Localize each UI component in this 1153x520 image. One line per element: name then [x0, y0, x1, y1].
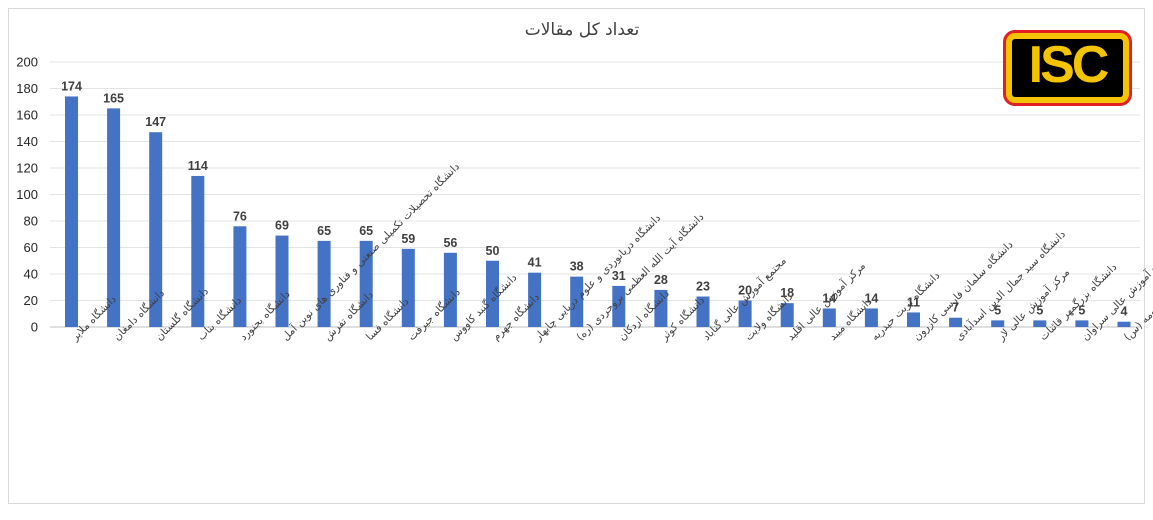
data-label: 56 [443, 236, 457, 250]
data-label: 50 [486, 244, 500, 258]
bar [949, 317, 963, 327]
bar [907, 312, 920, 327]
data-label: 76 [233, 209, 247, 223]
bar [401, 248, 415, 327]
data-label: 174 [61, 79, 82, 93]
data-label: 147 [145, 115, 166, 129]
y-axis-ticks: 0 20 40 60 80 100 120 140 160 180 200 [16, 55, 38, 335]
bar [191, 175, 205, 327]
bar [991, 320, 1005, 327]
data-label: 14 [864, 291, 878, 305]
data-label: 165 [103, 91, 124, 105]
data-label: 38 [570, 260, 584, 274]
data-label: 14 [822, 291, 836, 305]
y-tick-label: 120 [16, 161, 38, 176]
bar [696, 296, 710, 327]
category-label: مرکز آموزش عالی لار [994, 266, 1072, 344]
isc-logo: ISC [1003, 30, 1132, 106]
y-tick-label: 160 [16, 108, 38, 123]
bar [864, 308, 878, 327]
bar [275, 235, 289, 327]
data-label: 4 [1121, 305, 1128, 319]
bar [822, 308, 836, 327]
category-label: دانشگاه بزرگمهر قائنات [1037, 260, 1120, 343]
y-tick-label: 60 [24, 240, 38, 255]
bar [359, 240, 373, 327]
bar [738, 300, 752, 327]
bar [1117, 321, 1131, 327]
bar [233, 226, 247, 327]
bar [149, 132, 163, 327]
y-tick-label: 100 [16, 187, 38, 202]
bar [486, 260, 499, 327]
y-tick-label: 20 [24, 293, 38, 308]
chart-title: تعداد کل مقالات [525, 20, 640, 40]
bar [570, 276, 584, 327]
data-label: 41 [528, 256, 542, 270]
bar [1033, 320, 1047, 327]
data-label: 59 [401, 232, 415, 246]
category-label: مرکز آموزش عالی اقلید [784, 259, 868, 343]
data-label: 23 [696, 280, 710, 294]
bar [612, 285, 626, 327]
data-label: 18 [780, 286, 794, 300]
bar [317, 240, 331, 327]
bar [654, 289, 668, 327]
bars [65, 96, 1131, 327]
y-tick-label: 140 [16, 134, 38, 149]
data-label: 7 [952, 301, 959, 315]
data-label: 114 [188, 159, 208, 173]
data-label: 31 [612, 269, 626, 283]
bar [65, 96, 78, 327]
bar [1075, 320, 1089, 327]
data-label: 5 [1078, 303, 1085, 317]
y-tick-label: 40 [24, 267, 38, 282]
y-tick-label: 200 [16, 55, 38, 70]
data-label: 11 [907, 295, 920, 309]
data-label: 65 [359, 224, 373, 238]
y-tick-label: 180 [16, 81, 38, 96]
bar [780, 303, 794, 327]
data-label: 5 [994, 303, 1001, 317]
data-label: 65 [317, 224, 331, 238]
data-label: 28 [654, 273, 668, 287]
data-label: 20 [738, 284, 752, 298]
bar [528, 272, 542, 327]
data-label: 5 [1036, 303, 1043, 317]
data-label: 69 [275, 219, 289, 233]
y-tick-label: 80 [24, 214, 38, 229]
y-tick-label: 0 [31, 320, 38, 335]
logo-text: ISC [1028, 36, 1110, 94]
category-label: مجتمع آموزش عالی گناباد [700, 254, 789, 343]
category-label: دانشگاه تربت حیدریه [868, 269, 942, 343]
bar [107, 108, 121, 327]
logo-inner [1012, 39, 1123, 97]
bar [443, 252, 457, 327]
